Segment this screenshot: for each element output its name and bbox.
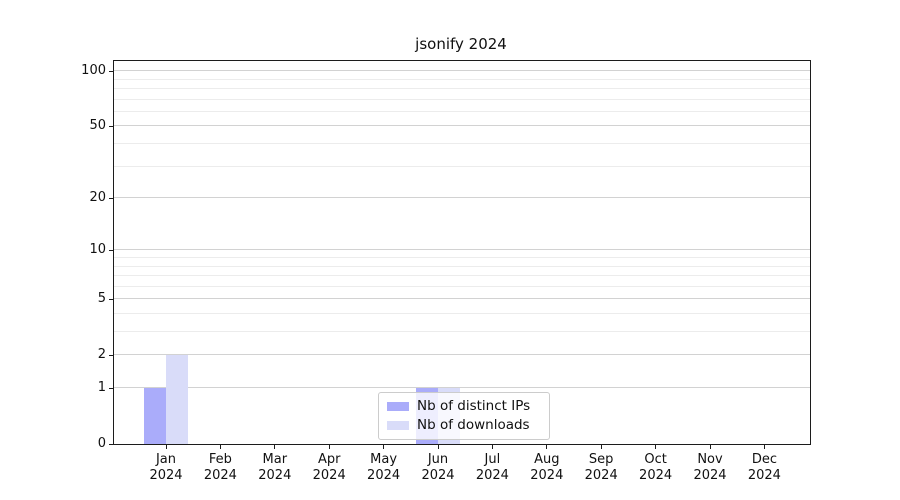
y-tick-mark — [109, 125, 113, 127]
y-tick-label: 20 — [89, 190, 106, 206]
legend-label-downloads: Nb of downloads — [417, 417, 530, 433]
minor-gridline — [114, 78, 810, 80]
x-tick-label: Mar 2024 — [258, 452, 292, 483]
x-tick-label: Aug 2024 — [530, 452, 564, 483]
minor-gridline — [114, 88, 810, 90]
major-gridline — [114, 354, 810, 356]
major-gridline — [114, 249, 810, 251]
legend: Nb of distinct IPs Nb of downloads — [378, 392, 550, 440]
x-tick-mark — [763, 445, 765, 449]
x-tick-label: Sep 2024 — [584, 452, 618, 483]
x-tick-mark — [383, 445, 385, 449]
minor-gridline — [114, 313, 810, 314]
x-tick-mark — [709, 445, 711, 449]
minor-gridline — [114, 265, 810, 267]
legend-swatch-downloads-icon — [387, 421, 409, 430]
bar-distinct-ips — [144, 388, 166, 444]
y-tick-label: 1 — [97, 380, 106, 395]
y-tick-label: 5 — [97, 291, 106, 307]
y-tick-mark — [109, 70, 113, 72]
minor-gridline — [114, 331, 810, 333]
x-tick-label: Nov 2024 — [693, 452, 727, 483]
x-tick-label: Jul 2024 — [475, 452, 509, 483]
legend-label-distinct-ips: Nb of distinct IPs — [417, 398, 531, 414]
minor-gridline — [114, 257, 810, 258]
y-tick-mark — [109, 387, 113, 389]
minor-gridline — [114, 165, 810, 167]
plot-area: 0 1 2 5 10 20 50 100 Jan 2024 Feb 2024 Mar 2024 Ap… — [81, 60, 811, 483]
x-tick-label: Jan 2024 — [149, 452, 183, 483]
y-tick-mark — [109, 197, 113, 199]
y-tick-label: 10 — [89, 242, 106, 258]
y-tick-mark — [109, 354, 113, 356]
x-tick-mark — [165, 445, 167, 449]
legend-row-downloads: Nb of downloads — [387, 416, 541, 435]
bar-downloads — [166, 355, 188, 444]
x-tick-label: May 2024 — [367, 452, 401, 483]
y-tick-label: 2 — [97, 347, 106, 363]
x-tick-label: Dec 2024 — [747, 452, 781, 483]
y-tick-label: 0 — [97, 436, 106, 451]
major-gridline — [114, 387, 810, 389]
x-tick-label: Jun 2024 — [421, 452, 455, 483]
x-tick-label: Apr 2024 — [312, 452, 346, 483]
major-gridline — [114, 298, 810, 300]
x-tick-mark — [219, 445, 221, 449]
x-tick-mark — [437, 445, 439, 449]
y-tick-mark — [109, 249, 113, 251]
legend-row-distinct-ips: Nb of distinct IPs — [387, 397, 541, 416]
y-tick-mark — [109, 298, 113, 300]
x-tick-mark — [655, 445, 657, 449]
chart-title: jsonify 2024 — [415, 35, 507, 53]
major-gridline — [114, 70, 810, 72]
x-tick-mark — [600, 445, 602, 449]
major-gridline — [114, 197, 810, 199]
x-tick-label: Oct 2024 — [639, 452, 673, 483]
x-tick-label: Feb 2024 — [203, 452, 237, 483]
major-gridline — [114, 125, 810, 127]
minor-gridline — [114, 98, 810, 100]
y-tick-label: 100 — [81, 63, 106, 79]
x-tick-mark — [328, 445, 330, 449]
minor-gridline — [114, 110, 810, 112]
x-tick-mark — [491, 445, 493, 449]
minor-gridline — [114, 143, 810, 145]
minor-gridline — [114, 285, 810, 287]
minor-gridline — [114, 275, 810, 277]
y-tick-mark — [109, 443, 113, 445]
y-tick-label: 50 — [89, 118, 106, 134]
x-tick-mark — [546, 445, 548, 449]
legend-swatch-distinct-ips-icon — [387, 402, 409, 411]
x-tick-mark — [274, 445, 276, 449]
